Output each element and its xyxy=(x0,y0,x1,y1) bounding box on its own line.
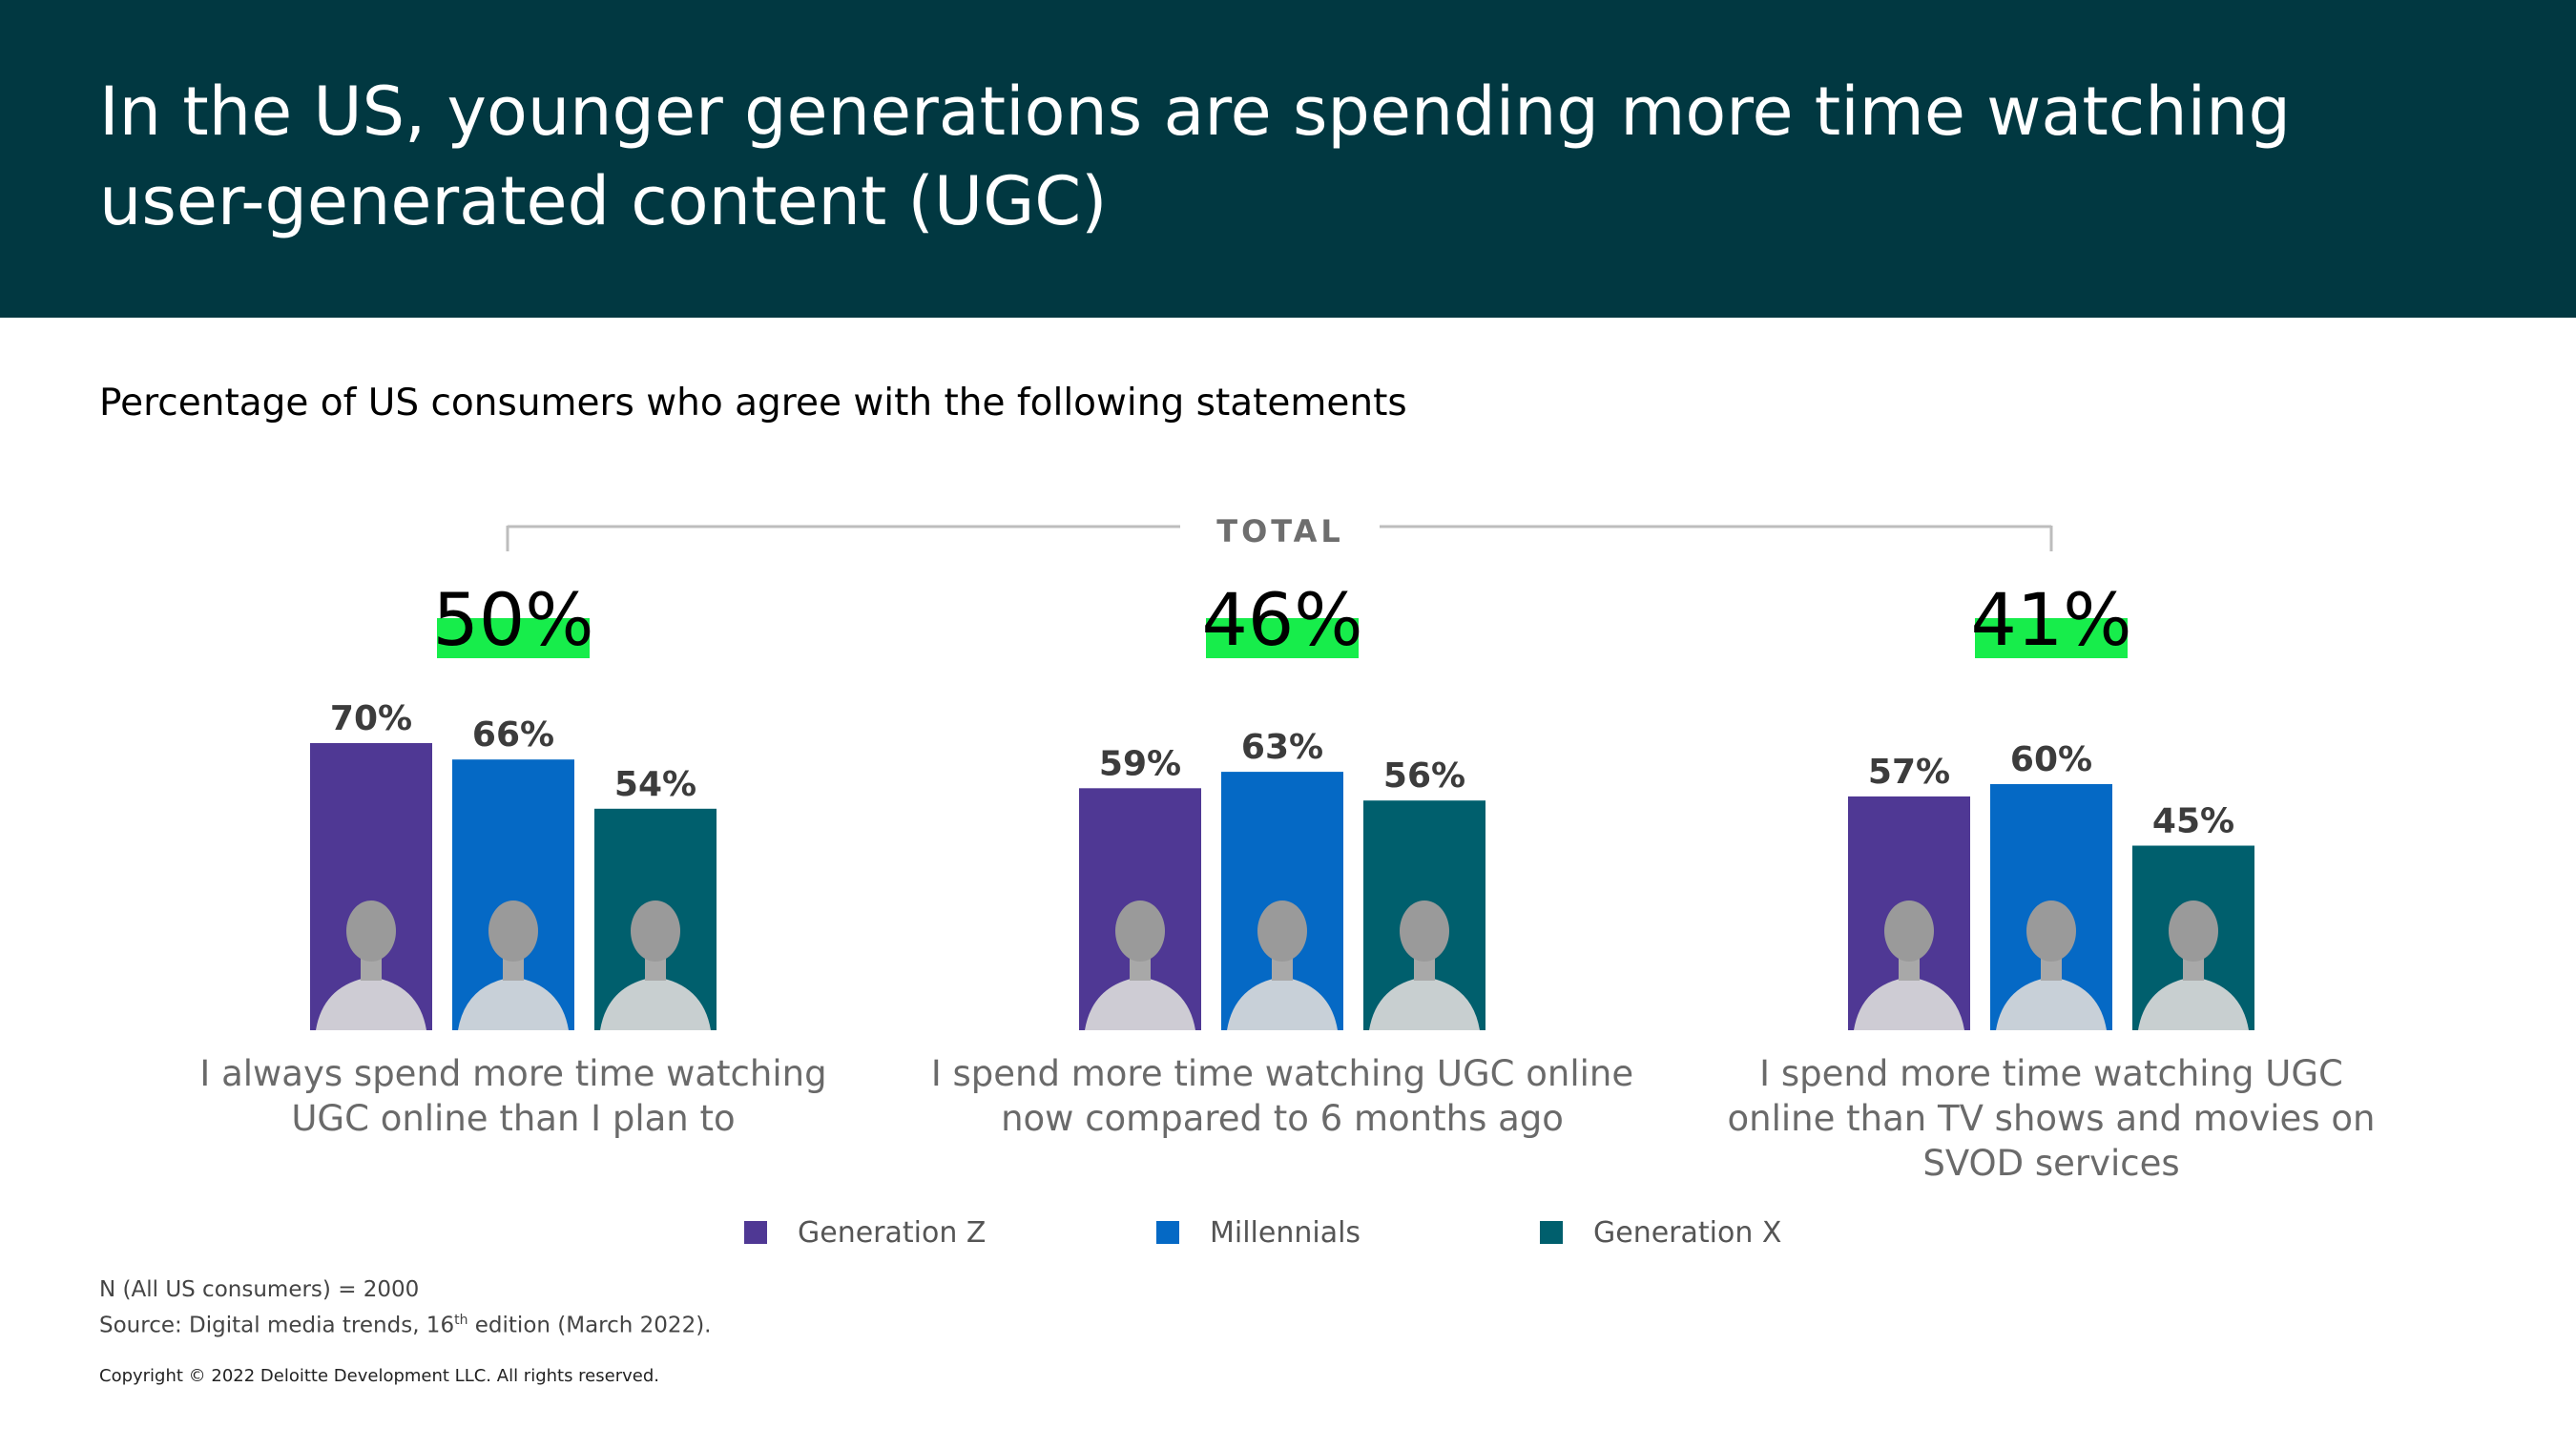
category-labels: I always spend more time watching UGC onl… xyxy=(199,1053,2375,1184)
chart-subtitle: Percentage of US consumers who agree wit… xyxy=(99,382,1407,424)
page-title: In the US, younger generations are spend… xyxy=(99,72,2291,240)
person-photo-icon xyxy=(1227,900,1338,1030)
total-bracket: TOTAL xyxy=(506,513,2053,551)
person-photo-icon xyxy=(2138,900,2249,1030)
category-label: I always spend more time watching UGC onl… xyxy=(199,1053,826,1139)
person-photo-icon xyxy=(1085,900,1195,1030)
total-label: TOTAL xyxy=(1216,513,1344,549)
legend-item-generation-x: Generation X xyxy=(1540,1211,1781,1253)
sample-size-note: N (All US consumers) = 2000 xyxy=(99,1277,420,1302)
person-photo-icon xyxy=(458,900,569,1030)
source-text-end: edition (March 2022). xyxy=(467,1313,712,1338)
totals: 50% 46% 41% xyxy=(433,577,2132,662)
header-banner: In the US, younger generations are spend… xyxy=(0,0,2576,318)
legend-swatch xyxy=(1540,1221,1563,1244)
source-note: Source: Digital media trends, 16th editi… xyxy=(99,1305,712,1341)
data-label: 63% xyxy=(1241,728,1323,767)
data-label: 56% xyxy=(1383,756,1465,796)
data-label: 59% xyxy=(1099,744,1181,783)
total-value: 50% xyxy=(433,577,594,662)
data-label: 66% xyxy=(472,715,554,755)
legend-label: Generation Z xyxy=(798,1215,987,1250)
total-value: 41% xyxy=(1971,577,2132,662)
person-photo-icon xyxy=(1854,900,1964,1030)
source-text: Source: Digital media trends, 16 xyxy=(99,1313,455,1338)
source-superscript: th xyxy=(454,1313,468,1328)
legend-item-generation-z: Generation Z xyxy=(744,1211,986,1253)
category-label: I spend more time watching UGC online now… xyxy=(931,1053,1633,1139)
person-photo-icon xyxy=(600,900,711,1030)
data-label: 45% xyxy=(2152,802,2234,841)
person-photo-icon xyxy=(1369,900,1480,1030)
person-photo-icon xyxy=(1996,900,2107,1030)
legend-label: Millennials xyxy=(1210,1215,1361,1250)
legend-swatch xyxy=(744,1221,767,1244)
footnotes: N (All US consumers) = 2000 Source: Digi… xyxy=(99,1274,712,1341)
copyright: Copyright © 2022 Deloitte Development LL… xyxy=(99,1366,659,1386)
total-value: 46% xyxy=(1202,577,1363,662)
data-label: 54% xyxy=(614,765,696,804)
data-label: 57% xyxy=(1868,753,1950,792)
data-label: 60% xyxy=(2010,740,2092,779)
total-highlight xyxy=(437,618,590,658)
legend-swatch xyxy=(1156,1221,1179,1244)
legend-item-millennials: Millennials xyxy=(1156,1211,1361,1253)
person-photo-icon xyxy=(316,900,426,1030)
total-highlight xyxy=(1206,618,1359,658)
data-label: 70% xyxy=(330,699,412,738)
category-label: I spend more time watching UGC online tha… xyxy=(1728,1053,2376,1184)
legend-label: Generation X xyxy=(1593,1215,1782,1250)
bars: 70% 66% 54% 59% 63% 56% 57% 60% 45% xyxy=(310,699,2254,1030)
total-highlight xyxy=(1975,618,2128,658)
